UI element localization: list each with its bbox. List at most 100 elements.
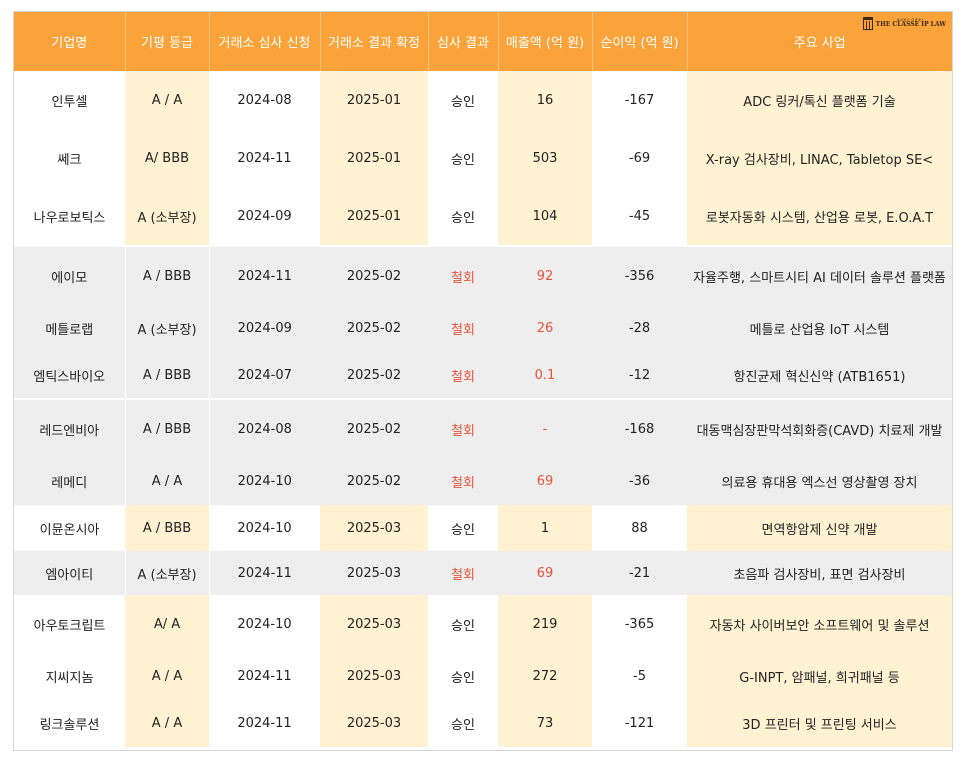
- cell-decision-date: 2025-03: [320, 505, 428, 551]
- table-row: 에이모 A / BBB 2024-11 2025-02 철회 92 -356 자…: [14, 245, 952, 305]
- cell-apply-date: 2024-11: [209, 700, 320, 747]
- table-row: 지씨지놈 A / A 2024-11 2025-03 승인 272 -5 G-I…: [14, 653, 952, 700]
- cell-decision-date: 2025-02: [320, 458, 428, 505]
- cell-result: 철회: [428, 305, 498, 352]
- cell-company: 이뮨온시아: [14, 505, 125, 551]
- cell-result: 승인: [428, 187, 498, 246]
- column-header-business-label: 주요 사업: [793, 36, 846, 51]
- cell-profit: -21: [592, 551, 687, 595]
- cell-company: 쎄크: [14, 129, 125, 187]
- table-row: 레드엔비아 A / BBB 2024-08 2025-02 철회 - -168 …: [14, 398, 952, 458]
- cell-apply-date: 2024-08: [209, 398, 320, 458]
- cell-apply-date: 2024-11: [209, 245, 320, 305]
- table-row: 메틀로랩 A (소부장) 2024-09 2025-02 철회 26 -28 메…: [14, 305, 952, 352]
- cell-result: 승인: [428, 595, 498, 653]
- table-row: 인투셀 A / A 2024-08 2025-01 승인 16 -167 ADC…: [14, 71, 952, 129]
- cell-apply-date: 2024-10: [209, 595, 320, 653]
- cell-company: 에이모: [14, 245, 126, 305]
- cell-rating: A / BBB: [125, 245, 210, 305]
- cell-decision-date: 2025-03: [320, 595, 428, 653]
- ipo-review-table-container: 기업명 기평 등급 거래소 심사 신청 거래소 결과 확정 심사 결과 매출액 …: [13, 11, 953, 751]
- cell-profit: -121: [592, 700, 687, 747]
- cell-decision-date: 2025-03: [320, 700, 428, 747]
- cell-company: 나우로보틱스: [14, 187, 125, 246]
- cell-apply-date: 2024-08: [209, 71, 320, 129]
- cell-result: 승인: [428, 653, 498, 700]
- table-row: 엠아이티 A (소부장) 2024-11 2025-03 철회 69 -21 초…: [14, 551, 952, 595]
- cell-business: 메틀로 산업용 IoT 시스템: [687, 305, 952, 352]
- column-header-result: 심사 결과: [428, 12, 499, 71]
- cell-rating: A/ A: [125, 595, 209, 653]
- cell-apply-date: 2024-07: [209, 352, 320, 399]
- column-header-decision-date: 거래소 결과 확정: [320, 12, 429, 71]
- cell-business: 자동차 사이버보안 소프트웨어 및 솔루션: [687, 595, 952, 653]
- cell-decision-date: 2025-02: [320, 245, 428, 305]
- cell-company: 레드엔비아: [14, 398, 126, 458]
- cell-decision-date: 2025-03: [320, 653, 428, 700]
- cell-profit: -167: [592, 71, 687, 129]
- column-header-profit: 순이익 (억 원): [592, 12, 688, 71]
- cell-result: 철회: [428, 398, 498, 458]
- columns-logo-icon: [862, 17, 873, 30]
- column-header-company: 기업명: [14, 12, 126, 71]
- table-row: 나우로보틱스 A (소부장) 2024-09 2025-01 승인 104 -4…: [14, 187, 952, 246]
- cell-sales: 219: [498, 595, 592, 653]
- column-header-sales: 매출액 (억 원): [498, 12, 593, 71]
- cell-rating: A / A: [125, 653, 209, 700]
- column-header-apply-date: 거래소 심사 신청: [209, 12, 321, 71]
- cell-sales: 16: [498, 71, 592, 129]
- cell-business: 초음파 검사장비, 표면 검사장비: [687, 551, 952, 595]
- cell-sales: 26: [498, 305, 592, 352]
- cell-profit: -45: [592, 187, 687, 246]
- cell-result: 승인: [428, 505, 498, 551]
- cell-business: 면역항암제 신약 개발: [687, 505, 952, 551]
- cell-decision-date: 2025-02: [320, 305, 428, 352]
- cell-result: 철회: [428, 551, 498, 595]
- cell-rating: A (소부장): [125, 551, 210, 595]
- column-header-rating: 기평 등급: [125, 12, 210, 71]
- cell-sales: 272: [498, 653, 592, 700]
- cell-rating: A / A: [125, 458, 210, 505]
- cell-profit: -365: [592, 595, 687, 653]
- cell-decision-date: 2025-03: [320, 551, 428, 595]
- table-row: 쎄크 A/ BBB 2024-11 2025-01 승인 503 -69 X-r…: [14, 129, 952, 187]
- cell-result: 승인: [428, 71, 498, 129]
- cell-result: 철회: [428, 352, 498, 399]
- cell-sales: -: [498, 398, 592, 458]
- cell-sales: 1: [498, 505, 592, 551]
- cell-decision-date: 2025-01: [320, 187, 428, 246]
- cell-profit: -5: [592, 653, 687, 700]
- cell-apply-date: 2024-11: [209, 551, 320, 595]
- cell-profit: -36: [592, 458, 687, 505]
- cell-rating: A/ BBB: [125, 129, 209, 187]
- cell-profit: -28: [592, 305, 687, 352]
- cell-rating: A / BBB: [125, 398, 210, 458]
- table-row: 이뮨온시아 A / BBB 2024-10 2025-03 승인 1 88 면역…: [14, 505, 952, 551]
- cell-rating: A (소부장): [125, 305, 210, 352]
- cell-apply-date: 2024-09: [209, 187, 320, 246]
- cell-rating: A / BBB: [125, 352, 210, 399]
- table-row: 레메디 A / A 2024-10 2025-02 철회 69 -36 의료용 …: [14, 458, 952, 505]
- cell-rating: A / A: [125, 700, 209, 747]
- cell-decision-date: 2025-02: [320, 398, 428, 458]
- cell-business: 의료용 휴대용 엑스선 영상촬영 장치: [687, 458, 952, 505]
- firm-logo: 특허법인 더클래스 THE CLASSE IP LAW: [862, 17, 946, 30]
- cell-sales: 92: [498, 245, 592, 305]
- cell-company: 메틀로랩: [14, 305, 126, 352]
- cell-company: 인투셀: [14, 71, 125, 129]
- cell-company: 엠아이티: [14, 551, 126, 595]
- cell-result: 승인: [428, 129, 498, 187]
- cell-sales: 73: [498, 700, 592, 747]
- table-header-row: 기업명 기평 등급 거래소 심사 신청 거래소 결과 확정 심사 결과 매출액 …: [14, 12, 952, 71]
- cell-profit: -168: [592, 398, 687, 458]
- table-row: 링크솔루션 A / A 2024-11 2025-03 승인 73 -121 3…: [14, 700, 952, 747]
- cell-sales: 503: [498, 129, 592, 187]
- cell-profit: 88: [592, 505, 687, 551]
- cell-business: 항진균제 혁신신약 (ATB1651): [687, 352, 952, 399]
- cell-sales: 104: [498, 187, 592, 246]
- cell-company: 지씨지놈: [14, 653, 125, 700]
- cell-business: ADC 링커/톡신 플랫폼 기술: [687, 71, 952, 129]
- cell-apply-date: 2024-11: [209, 653, 320, 700]
- column-header-business: 주요 사업 특허법인 더클래스 THE CLASSE IP LAW: [687, 12, 952, 71]
- cell-profit: -12: [592, 352, 687, 399]
